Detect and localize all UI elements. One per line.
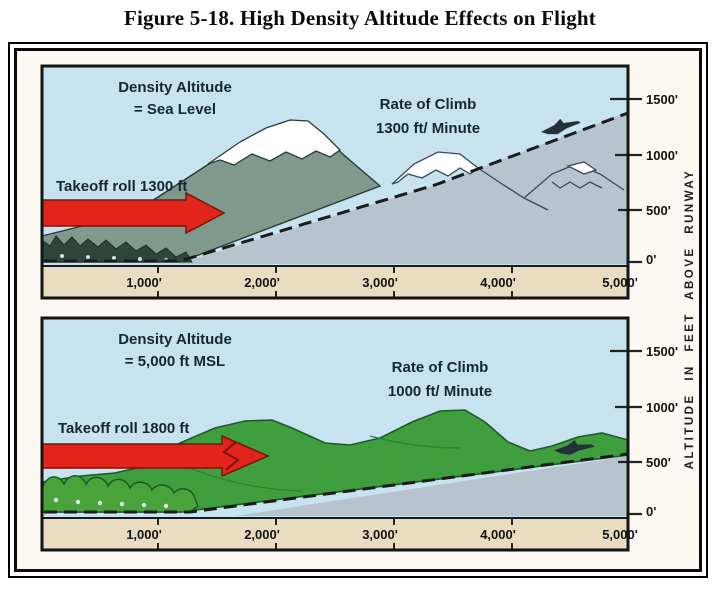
distant-slope bbox=[235, 456, 628, 516]
density-altitude-label-line2: = 5,000 ft MSL bbox=[125, 353, 225, 370]
y-tick-label: 500' bbox=[646, 203, 671, 218]
climb-path-dashed-line bbox=[44, 111, 629, 263]
hill-terrain bbox=[41, 409, 629, 513]
distant-slope bbox=[178, 112, 628, 264]
panel-5000-msl: Density Altitude = 5,000 ft MSL Rate of … bbox=[40, 316, 678, 552]
x-axis-band bbox=[42, 518, 628, 550]
hill-contours bbox=[189, 435, 461, 492]
x-tick-label: 3,000' bbox=[362, 527, 398, 542]
altitude-axis-label: ALTITUDE IN FEET ABOVE RUNWAY bbox=[684, 168, 696, 470]
y-tick-label: 500' bbox=[646, 455, 671, 470]
airplane-icon bbox=[553, 440, 595, 455]
rate-of-climb-label-line1: Rate of Climb bbox=[392, 359, 489, 376]
x-tick-label: 5,000' bbox=[602, 527, 638, 542]
y-tick-label: 1500' bbox=[646, 344, 678, 359]
bush-trees bbox=[41, 475, 199, 513]
x-tick-label: 1,000' bbox=[126, 527, 162, 542]
y-tick-label: 0' bbox=[646, 252, 656, 267]
panel-sea-level: Density Altitude = Sea Level Rate of Cli… bbox=[40, 64, 678, 300]
x-tick-label: 2,000' bbox=[244, 275, 280, 290]
panel-border bbox=[40, 64, 630, 300]
snow-cap bbox=[207, 119, 342, 166]
x-tick-label: 5,000' bbox=[602, 275, 638, 290]
x-tick-label: 1,000' bbox=[126, 275, 162, 290]
y-tick-label: 1000' bbox=[646, 400, 678, 415]
x-tick-label: 2,000' bbox=[244, 527, 280, 542]
takeoff-roll-label: Takeoff roll 1800 ft bbox=[58, 420, 189, 437]
takeoff-roll-arrow bbox=[41, 434, 270, 478]
x-tick-label: 3,000' bbox=[362, 275, 398, 290]
rate-of-climb-label-line2: 1000 ft/ Minute bbox=[388, 383, 492, 400]
y-tick-label: 1500' bbox=[646, 92, 678, 107]
density-altitude-label-line2: = Sea Level bbox=[134, 101, 216, 118]
panel-border bbox=[40, 316, 630, 552]
density-altitude-label-line1: Density Altitude bbox=[118, 79, 232, 96]
takeoff-roll-arrow bbox=[41, 191, 226, 235]
rate-of-climb-label-line1: Rate of Climb bbox=[380, 96, 477, 113]
scrub-trees bbox=[41, 235, 193, 263]
rate-of-climb-label-line2: 1300 ft/ Minute bbox=[376, 120, 480, 137]
x-axis-band bbox=[42, 266, 628, 298]
x-tick-label: 4,000' bbox=[480, 527, 516, 542]
figure-title: Figure 5-18. High Density Altitude Effec… bbox=[124, 6, 596, 30]
y-tick-label: 0' bbox=[646, 504, 656, 519]
takeoff-roll-label: Takeoff roll 1300 ft bbox=[56, 178, 187, 195]
x-tick-label: 4,000' bbox=[480, 275, 516, 290]
y-tick-label: 1000' bbox=[646, 148, 678, 163]
airplane-icon bbox=[541, 118, 581, 135]
climb-path-dashed-line bbox=[44, 452, 629, 514]
distant-peaks bbox=[391, 151, 625, 211]
x-axis-ticks bbox=[157, 518, 513, 550]
density-altitude-label-line1: Density Altitude bbox=[118, 331, 232, 348]
